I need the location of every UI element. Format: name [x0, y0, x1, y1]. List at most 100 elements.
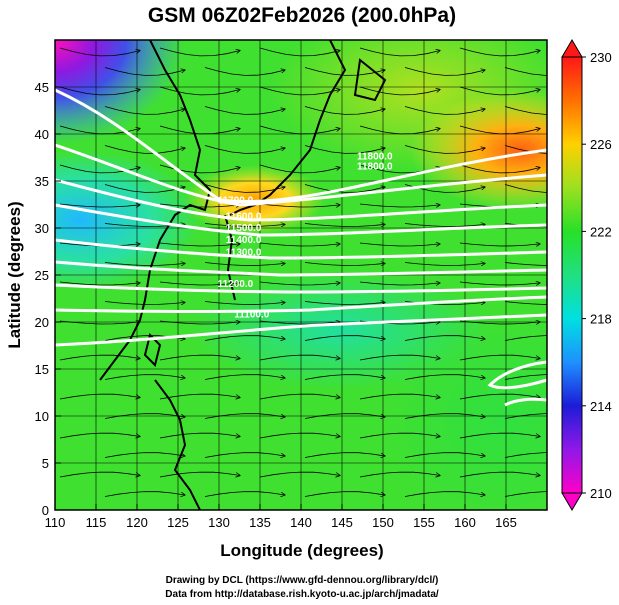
streamline: [104, 106, 185, 115]
streamline: [259, 354, 340, 360]
streamline: [204, 224, 285, 227]
streamline: [259, 432, 340, 438]
streamline: [159, 86, 240, 96]
streamline: [459, 86, 540, 96]
contour-label: 11100.0: [234, 309, 269, 320]
streamline: [259, 471, 340, 477]
contour-line: [504, 397, 547, 407]
contour-label: 11400.0: [226, 235, 262, 246]
y-tick-label: 25: [35, 268, 49, 283]
streamline: [204, 491, 285, 497]
streamline: [104, 374, 185, 380]
streamline: [204, 67, 285, 76]
streamline: [159, 471, 240, 477]
coastline-korea-china: [99, 40, 212, 381]
streamline: [404, 106, 485, 115]
x-tick-label: 145: [331, 515, 353, 530]
streamline: [304, 302, 385, 305]
streamline: [159, 393, 240, 399]
streamline: [204, 106, 285, 115]
credit-drawing: Drawing by DCL (https://www.gfd-dennou.o…: [166, 575, 439, 586]
streamline: [504, 184, 547, 193]
y-tick-label: 40: [35, 127, 49, 142]
streamline: [359, 243, 440, 246]
streamline: [204, 413, 285, 419]
streamline: [459, 243, 540, 246]
y-tick-label: 15: [35, 362, 49, 377]
streamline: [304, 491, 385, 497]
streamline: [304, 145, 385, 154]
streamline: [304, 224, 385, 227]
streamline: [459, 164, 540, 174]
streamline: [104, 491, 185, 497]
streamline: [159, 282, 240, 285]
colorbar-ticks: 210 214 218 222 226 230: [582, 50, 612, 501]
streamline: [259, 204, 340, 207]
streamline: [304, 263, 385, 266]
streamline: [159, 47, 240, 57]
x-tick-label: 130: [208, 515, 230, 530]
streamline: [259, 393, 340, 399]
streamline: [204, 335, 285, 341]
x-tick-label: 125: [167, 515, 189, 530]
streamline: [504, 106, 547, 115]
streamline: [404, 67, 485, 76]
x-tick-label: 135: [249, 515, 271, 530]
streamline: [404, 335, 485, 341]
streamline: [159, 354, 240, 360]
x-tick-label: 150: [372, 515, 394, 530]
streamline: [459, 125, 540, 135]
x-axis-ticks: 110 115 120 125 130 135 140 145 150 155 160 165: [45, 504, 517, 530]
contour-line: [55, 260, 547, 277]
streamline: [359, 204, 440, 207]
colorbar: 210 214 218 222 226 230: [561, 39, 612, 511]
streamline: [59, 354, 140, 360]
streamline: [504, 145, 547, 154]
x-tick-label: 165: [495, 515, 517, 530]
contour-line: [487, 360, 547, 390]
colorbar-tick-label: 210: [590, 486, 612, 501]
streamline: [159, 125, 240, 135]
streamline: [59, 393, 140, 399]
colorbar-tick-label: 226: [590, 137, 612, 152]
colorbar-bottom-triangle: [561, 492, 583, 511]
streamline: [259, 86, 340, 96]
streamline: [59, 86, 140, 96]
x-tick-label: 120: [126, 515, 148, 530]
y-axis-ticks: 0 5 10 15 20 25 30 35 40 45: [35, 80, 61, 518]
streamline: [204, 145, 285, 154]
streamline: [459, 47, 540, 57]
contour-label: 11200.0: [218, 279, 254, 290]
streamline: [59, 204, 140, 207]
streamline: [459, 393, 540, 399]
colorbar-top-triangle: [561, 39, 583, 58]
streamline: [304, 452, 385, 458]
height-contours: [55, 88, 547, 407]
streamline: [504, 301, 547, 305]
colorbar-tick-label: 218: [590, 312, 612, 327]
contour-label: 11700.0: [218, 196, 254, 207]
y-axis-label: Latitude (degrees): [5, 201, 24, 348]
streamline: [404, 374, 485, 380]
x-tick-label: 115: [86, 515, 107, 530]
x-axis-label: Longitude (degrees): [220, 541, 383, 560]
streamline: [404, 413, 485, 419]
streamline: [459, 471, 540, 477]
streamline: [204, 302, 285, 305]
streamline: [504, 335, 547, 341]
streamline: [259, 125, 340, 135]
contour-label: 11300.0: [226, 247, 262, 258]
streamline: [159, 204, 240, 207]
streamline: [304, 374, 385, 380]
streamline: [204, 374, 285, 380]
colorbar-tick-label: 230: [590, 50, 612, 65]
streamline: [504, 262, 547, 266]
streamline: [59, 321, 140, 324]
streamline: [59, 432, 140, 438]
contour-line: [55, 203, 547, 237]
streamline: [304, 67, 385, 76]
streamline: [259, 282, 340, 285]
contour-label: 11800.0: [357, 162, 393, 173]
